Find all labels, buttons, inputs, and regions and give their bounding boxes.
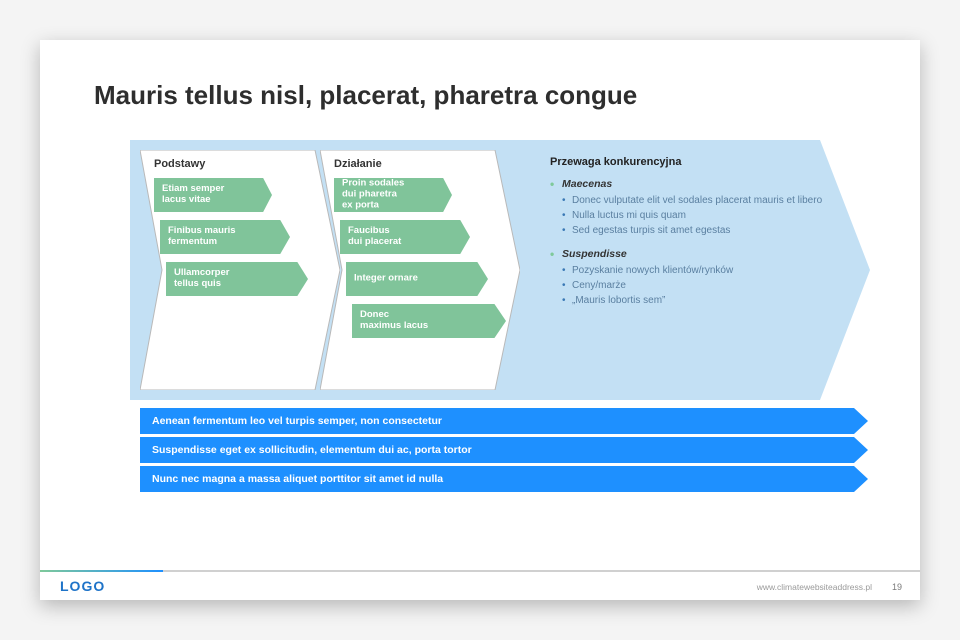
arrow-pill: Donec maximus lacus <box>352 304 506 338</box>
pill-label: Etiam semper lacus vitae <box>162 184 224 206</box>
logo: LOGO <box>60 578 105 594</box>
list-item: Ceny/marże <box>572 278 840 293</box>
bar-label: Nunc nec magna a massa aliquet porttitor… <box>152 473 443 485</box>
footer-url: www.climatewebsiteaddress.pl <box>757 582 872 592</box>
list-item: Pozyskanie nowych klientów/rynków <box>572 263 840 278</box>
list-item: Donec vulputate elit vel sodales placera… <box>572 193 840 208</box>
pill-label: Finibus mauris fermentum <box>168 226 236 248</box>
group-list: Pozyskanie nowych klientów/rynkówCeny/ma… <box>550 263 840 308</box>
arrow-pill: Etiam semper lacus vitae <box>154 178 272 212</box>
panel-items: Etiam semper lacus vitae Finibus mauris f… <box>154 178 308 304</box>
arrow-pill: Finibus mauris fermentum <box>160 220 290 254</box>
bar-label: Suspendisse eget ex sollicitudin, elemen… <box>152 444 472 456</box>
footer-divider <box>40 570 920 572</box>
panel-items: Proin sodales dui pharetra ex porta Fauci… <box>334 178 506 346</box>
bullet-group: Maecenas Donec vulputate elit vel sodales… <box>550 178 840 238</box>
right-column: Przewaga konkurencyjna Maecenas Donec vul… <box>550 156 840 318</box>
arrow-pill: Ullamcorper tellus quis <box>166 262 308 296</box>
bottom-bars: Aenean fermentum leo vel turpis semper, … <box>140 408 868 495</box>
bottom-bar: Aenean fermentum leo vel turpis semper, … <box>140 408 868 434</box>
slide: Mauris tellus nisl, placerat, pharetra c… <box>40 40 920 600</box>
panel-podstawy: Podstawy Etiam semper lacus vitae Finibus… <box>140 150 340 390</box>
group-title: Suspendisse <box>550 248 840 260</box>
page-number: 19 <box>892 582 902 592</box>
slide-title: Mauris tellus nisl, placerat, pharetra c… <box>94 80 637 111</box>
pill-label: Proin sodales dui pharetra ex porta <box>342 179 404 212</box>
group-title: Maecenas <box>550 178 840 190</box>
pill-label: Faucibus dui placerat <box>348 226 401 248</box>
pill-label: Ullamcorper tellus quis <box>174 268 229 290</box>
arrow-pill: Integer ornare <box>346 262 488 296</box>
group-list: Donec vulputate elit vel sodales placera… <box>550 193 840 238</box>
panel-header: Podstawy <box>154 158 205 170</box>
arrow-pill: Proin sodales dui pharetra ex porta <box>334 178 452 212</box>
panel-dzialanie: Działanie Proin sodales dui pharetra ex … <box>320 150 520 390</box>
pill-label: Integer ornare <box>354 274 418 285</box>
pill-label: Donec maximus lacus <box>360 310 428 332</box>
list-item: Sed egestas turpis sit amet egestas <box>572 223 840 238</box>
list-item: „Mauris lobortis sem” <box>572 293 840 308</box>
bottom-bar: Suspendisse eget ex sollicitudin, elemen… <box>140 437 868 463</box>
panel-header: Działanie <box>334 158 382 170</box>
bottom-bar: Nunc nec magna a massa aliquet porttitor… <box>140 466 868 492</box>
list-item: Nulla luctus mi quis quam <box>572 208 840 223</box>
arrow-pill: Faucibus dui placerat <box>340 220 470 254</box>
bullet-group: Suspendisse Pozyskanie nowych klientów/ry… <box>550 248 840 308</box>
bar-label: Aenean fermentum leo vel turpis semper, … <box>152 415 442 427</box>
right-header: Przewaga konkurencyjna <box>550 156 840 168</box>
